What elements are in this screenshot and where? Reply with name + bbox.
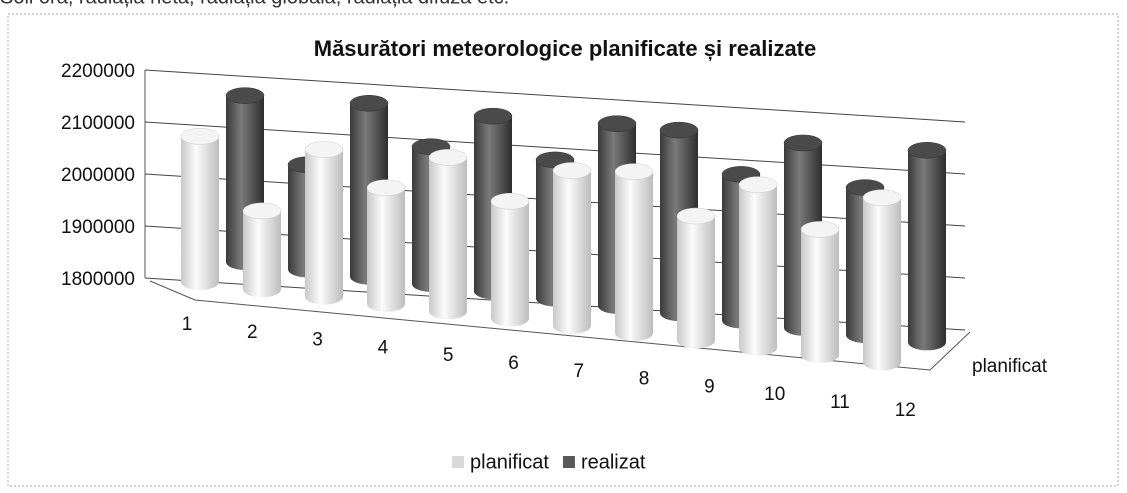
bar: [429, 157, 467, 312]
bar: [553, 170, 591, 326]
y-tick-label: 2200000: [61, 61, 135, 82]
grid-line: [144, 121, 966, 175]
bar: [305, 149, 343, 297]
bar-top: [180, 128, 220, 145]
bar-top: [738, 176, 778, 193]
bar-top: [907, 142, 947, 159]
x-tick-label: 4: [378, 337, 389, 358]
bar-top: [676, 207, 716, 225]
y-tick-label: 1800000: [61, 269, 135, 290]
x-tick-label: 2: [247, 322, 258, 343]
x-tick-label: 1: [182, 314, 193, 335]
x-tick-label: 12: [895, 400, 916, 421]
chart-frame: [7, 13, 1119, 487]
bar: [243, 210, 281, 290]
legend-label: realizat: [581, 451, 646, 473]
bar: [739, 184, 777, 348]
bar-top: [800, 221, 840, 238]
bar: [801, 229, 839, 355]
bar-top: [473, 107, 513, 125]
x-tick-label: 8: [639, 369, 650, 390]
bar-top: [862, 189, 902, 206]
x-tick-label: 3: [312, 330, 323, 351]
y-tick-label: 2100000: [61, 113, 135, 134]
bar: [491, 201, 529, 319]
x-tick-label: 6: [508, 353, 519, 374]
bar: [863, 197, 901, 363]
grid-line: [144, 69, 966, 123]
page-header: Soli oră, radiația netă, radiația global…: [0, 0, 509, 8]
bar-top: [783, 134, 823, 152]
bar-top: [428, 149, 468, 166]
bar-top: [490, 192, 530, 210]
floor: [149, 280, 971, 371]
x-tick-label: 10: [764, 384, 785, 405]
bar-top: [242, 202, 282, 220]
y-tick-label: 1900000: [61, 217, 135, 238]
x-tick-label: 5: [443, 345, 454, 366]
x-tick-label: 9: [704, 376, 715, 397]
bar-top: [304, 141, 344, 158]
bar-top: [225, 87, 265, 104]
bar-top: [366, 179, 406, 197]
y-tick-label: 2000000: [61, 165, 135, 186]
bar-top: [614, 163, 654, 180]
bar: [367, 187, 405, 304]
bar-top: [349, 95, 389, 112]
chart-title: Măsurători meteorologice planificate și …: [314, 36, 817, 61]
depth-axis-label: planificat: [972, 356, 1048, 377]
x-tick-label: 11: [830, 392, 850, 413]
legend-swatch: [562, 456, 575, 468]
legend-label: planificat: [470, 451, 549, 473]
x-tick-label: 7: [574, 361, 585, 382]
bar-top: [659, 121, 699, 139]
bar-top: [597, 115, 637, 132]
bar: [181, 136, 219, 282]
bar: [677, 216, 715, 341]
bar: [615, 171, 653, 334]
bar-top: [552, 162, 592, 179]
legend-swatch: [452, 456, 464, 468]
bar: [908, 150, 946, 343]
